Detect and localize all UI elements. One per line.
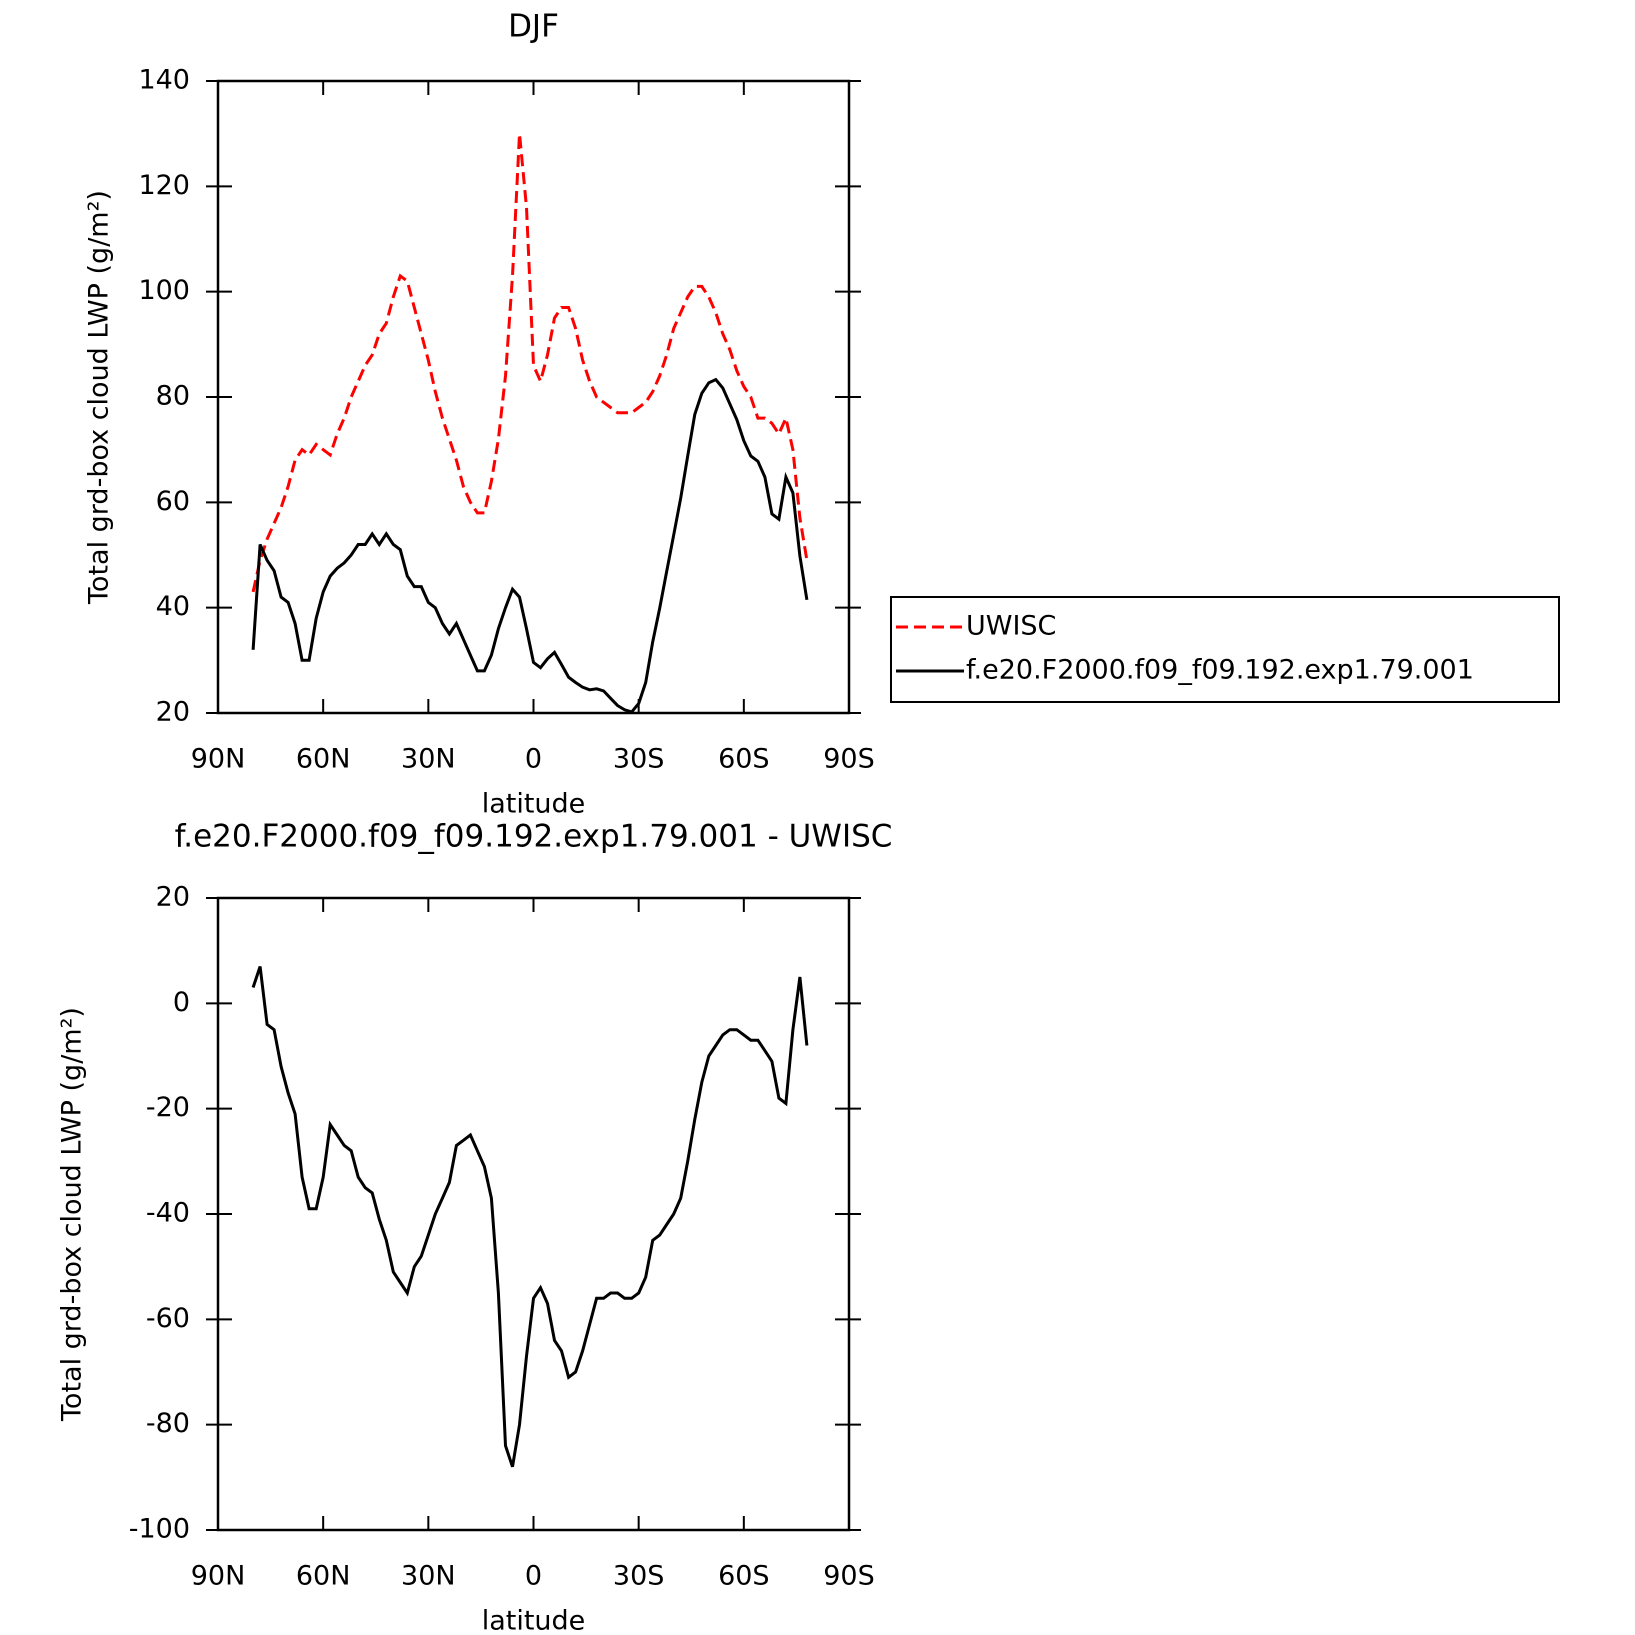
- y-tick-label: 20: [156, 697, 190, 728]
- x-tick-label: 60S: [718, 1561, 770, 1592]
- x-tick-label: 0: [525, 1561, 542, 1592]
- x-axis-label: latitude: [482, 789, 586, 820]
- x-tick-label: 30S: [613, 744, 665, 775]
- x-tick-label: 60N: [296, 1561, 351, 1592]
- series-line: [251, 377, 809, 714]
- x-tick-label: 30S: [613, 1561, 665, 1592]
- x-tick-label: 30N: [401, 744, 456, 775]
- y-tick-label: 140: [138, 65, 190, 96]
- x-tick-label: 30N: [401, 1561, 456, 1592]
- plot-frame: [216, 79, 851, 715]
- y-tick-label: 60: [156, 486, 190, 517]
- y-tick-label: -100: [129, 1514, 190, 1545]
- x-tick-label: 90N: [191, 1561, 246, 1592]
- x-tick-label: 90S: [823, 744, 875, 775]
- y-axis-label: Total grd-box cloud LWP (g/m²): [57, 1007, 88, 1422]
- y-tick-label: 40: [156, 591, 190, 622]
- y-tick-label: -20: [146, 1092, 190, 1123]
- legend-label: UWISC: [966, 611, 1056, 642]
- y-tick-label: -40: [146, 1198, 190, 1229]
- x-tick-label: 0: [525, 744, 542, 775]
- x-tick-label: 60S: [718, 744, 770, 775]
- y-tick-label: 0: [173, 987, 190, 1018]
- y-tick-label: 80: [156, 381, 190, 412]
- x-tick-label: 60N: [296, 744, 351, 775]
- y-tick-label: 120: [138, 170, 190, 201]
- y-tick-label: -60: [146, 1303, 190, 1334]
- legend-box: [890, 596, 1560, 703]
- series-line: [251, 133, 809, 593]
- y-tick-label: -80: [146, 1408, 190, 1439]
- chart-title: f.e20.F2000.f09_f09.192.exp1.79.001 - UW…: [175, 819, 893, 855]
- x-axis-label: latitude: [482, 1606, 586, 1635]
- x-tick-label: 90S: [823, 1561, 875, 1592]
- x-tick-label: 90N: [191, 744, 246, 775]
- legend-label: f.e20.F2000.f09_f09.192.exp1.79.001: [966, 655, 1474, 686]
- plot-frame: [216, 896, 851, 1532]
- y-tick-label: 20: [156, 882, 190, 913]
- y-tick-label: 100: [138, 275, 190, 306]
- chart-title: DJF: [508, 9, 559, 45]
- series-line: [251, 966, 809, 1468]
- y-axis-label: Total grd-box cloud LWP (g/m²): [84, 190, 115, 605]
